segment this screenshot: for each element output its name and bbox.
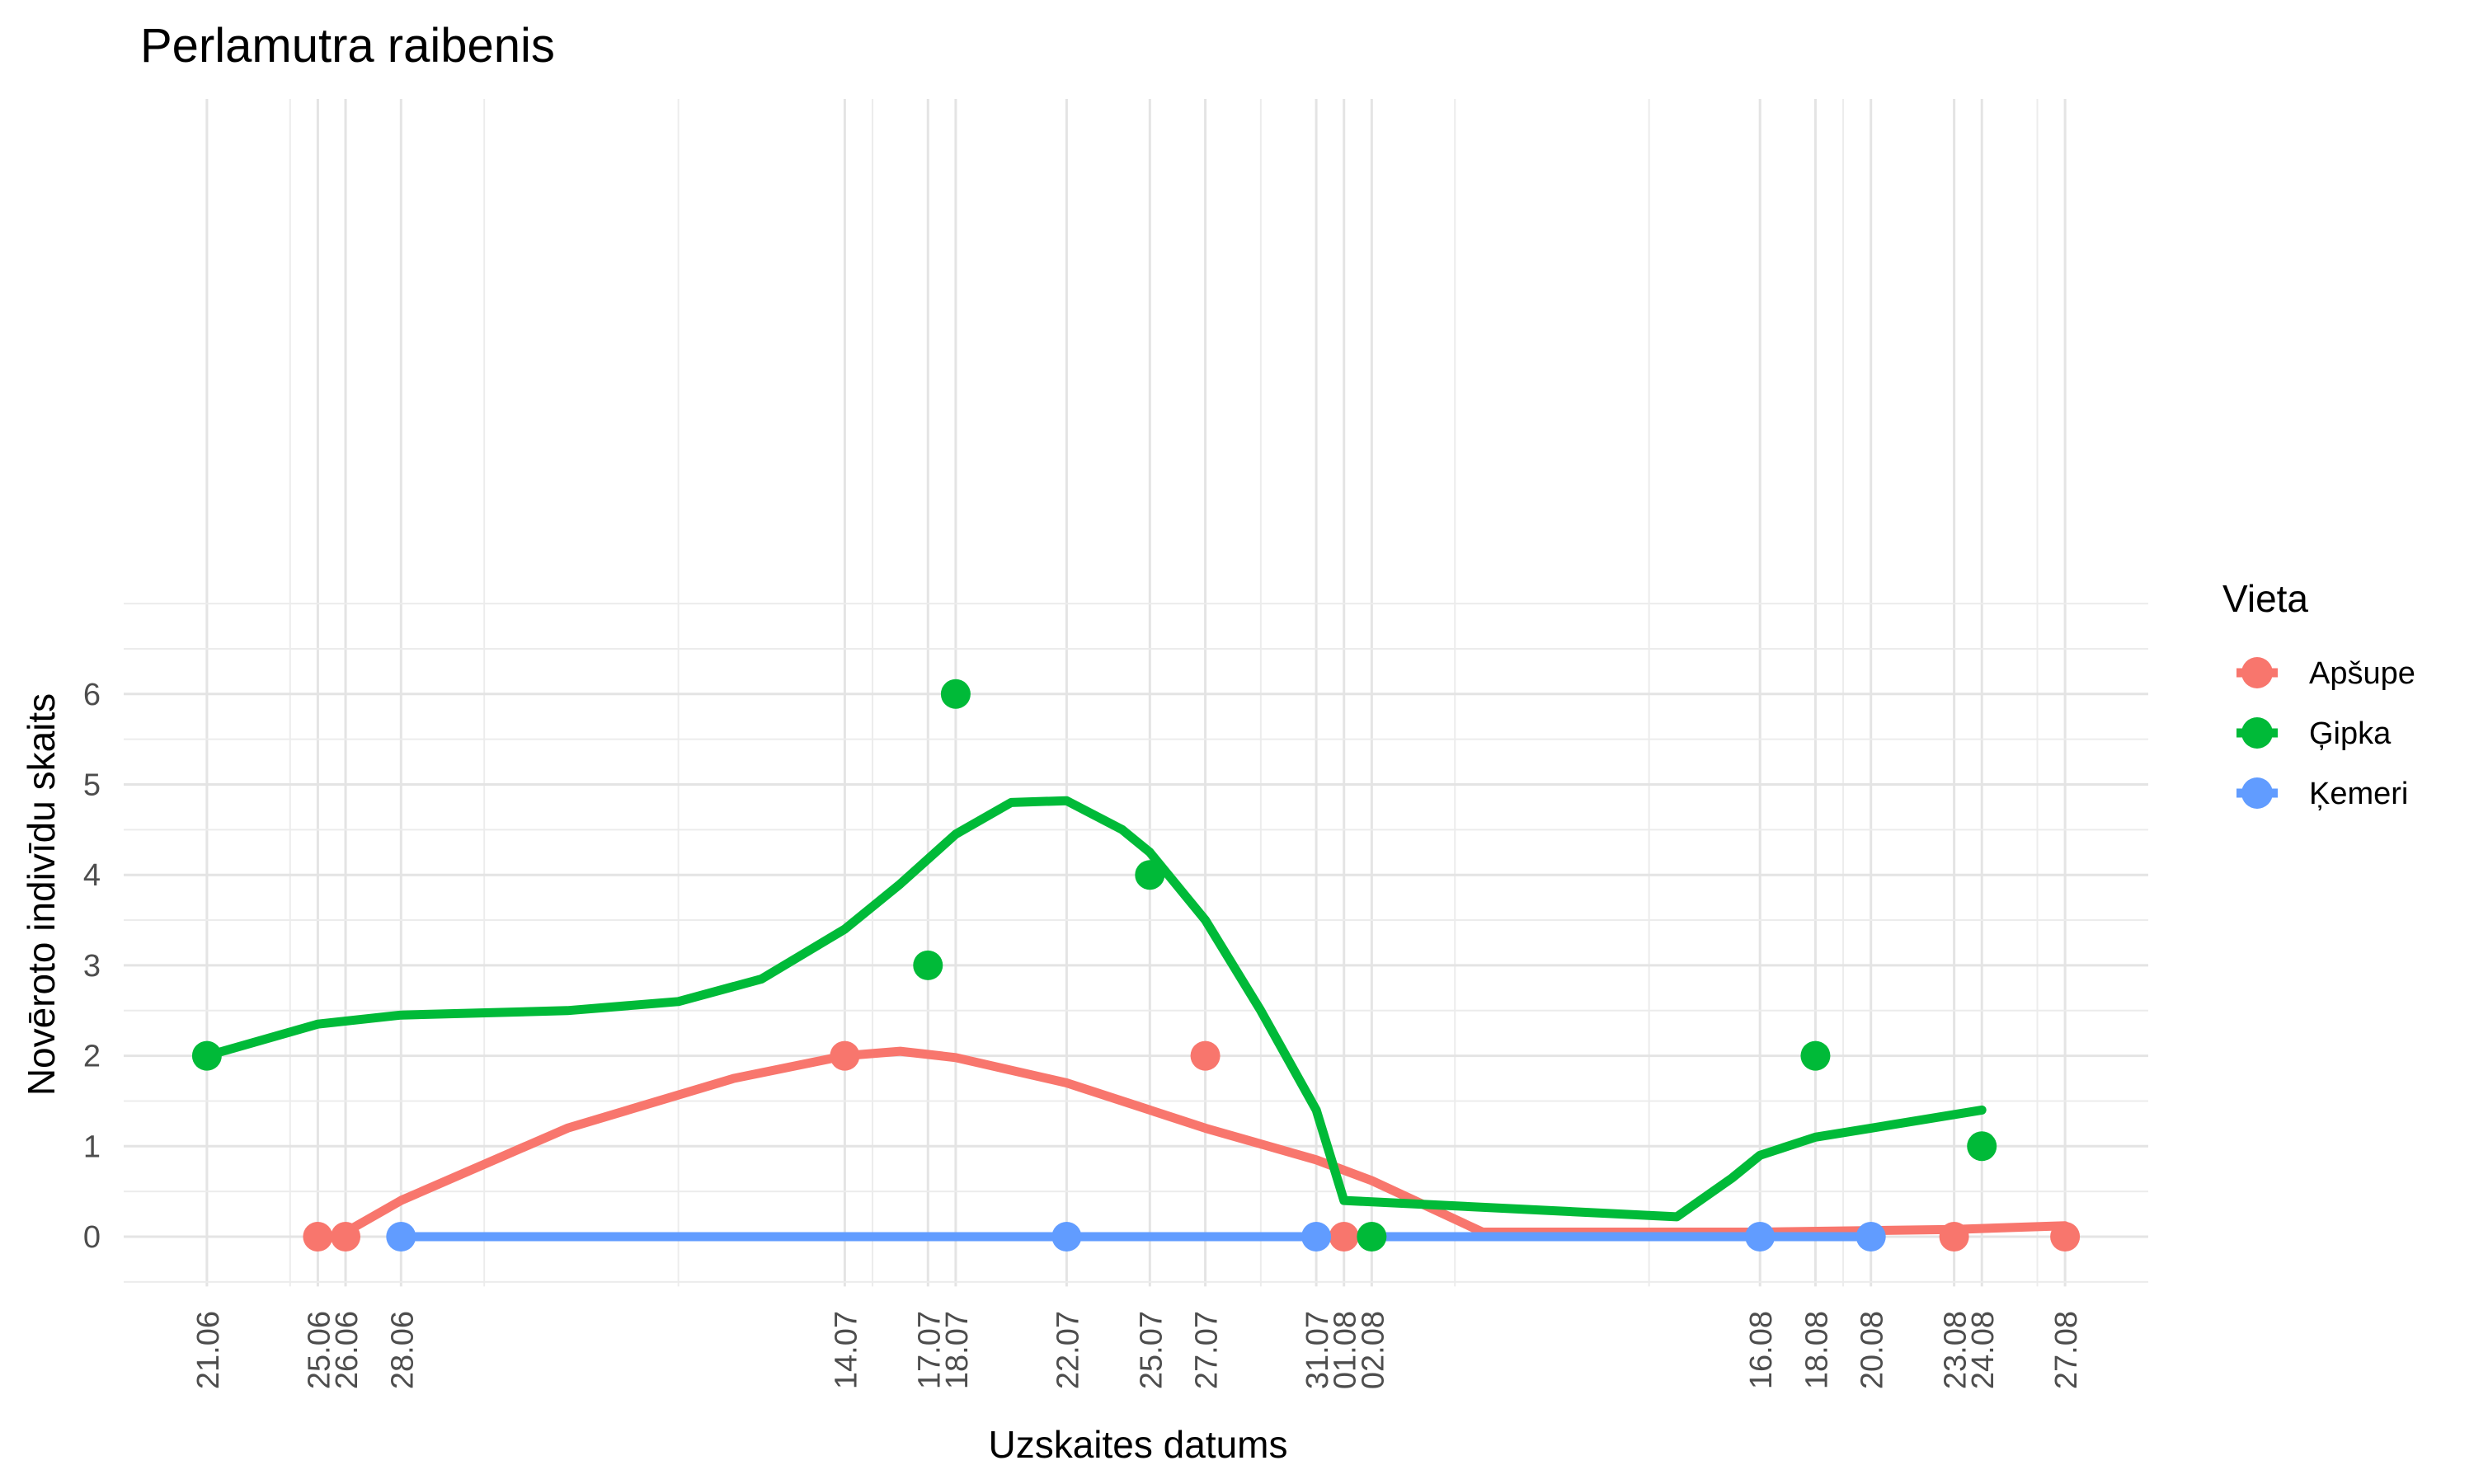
x-tick-label: 21.06 <box>191 1311 226 1389</box>
data-point <box>830 1040 860 1071</box>
data-point <box>1329 1222 1359 1252</box>
x-tick-label: 27.07 <box>1190 1311 1225 1389</box>
legend-key-point <box>2241 777 2273 809</box>
data-point <box>1800 1040 1831 1071</box>
legend-key-point <box>2241 657 2273 688</box>
legend-label: Ķemeri <box>2309 777 2408 811</box>
y-axis-title: Novēroto indivīdu skaits <box>20 693 63 1096</box>
data-point <box>1135 860 1165 890</box>
x-tick-label: 18.08 <box>1799 1311 1834 1389</box>
x-tick-label: 14.07 <box>829 1311 863 1389</box>
legend-label: Ģipka <box>2309 716 2392 751</box>
data-point <box>1939 1222 1969 1252</box>
legend-label: Apšupe <box>2309 656 2415 691</box>
data-point <box>1745 1222 1776 1252</box>
data-point <box>1301 1222 1332 1252</box>
legend: Vieta Apšupe Ģipka Ķemeri <box>2222 577 2415 811</box>
data-point <box>2050 1222 2081 1252</box>
x-tick-label: 22.07 <box>1051 1311 1085 1389</box>
data-point <box>1051 1222 1082 1252</box>
x-tick-label: 25.07 <box>1134 1311 1169 1389</box>
x-axis-title: Uzskaites datums <box>988 1423 1287 1466</box>
x-tick-label: 31.07 <box>1300 1311 1335 1389</box>
x-tick-label: 26.06 <box>330 1311 365 1389</box>
data-point <box>331 1222 361 1252</box>
x-tick-label: 24.08 <box>1966 1311 2001 1389</box>
x-tick-label: 23.08 <box>1939 1311 1973 1389</box>
x-tick-label: 28.06 <box>385 1311 420 1389</box>
data-point <box>191 1040 222 1071</box>
x-tick-label: 17.07 <box>912 1311 947 1389</box>
chart-title: Perlamutra raibenis <box>140 19 555 73</box>
data-point <box>1856 1222 1886 1252</box>
data-point <box>940 679 971 709</box>
x-tick-label: 25.06 <box>302 1311 336 1389</box>
y-tick-label: 0 <box>83 1220 101 1255</box>
data-point <box>913 950 943 980</box>
x-tick-label: 18.07 <box>940 1311 975 1389</box>
y-tick-labels: 0 1 2 3 4 5 6 <box>83 678 101 1255</box>
x-tick-label: 27.08 <box>2049 1311 2084 1389</box>
data-point <box>303 1222 333 1252</box>
y-tick-label: 6 <box>83 678 101 712</box>
x-tick-label: 01.08 <box>1329 1311 1363 1389</box>
y-tick-label: 1 <box>83 1129 101 1164</box>
legend-key-point <box>2241 717 2273 749</box>
x-tick-label: 20.08 <box>1856 1311 1890 1389</box>
data-point <box>1967 1131 1997 1162</box>
y-tick-label: 4 <box>83 858 101 893</box>
y-tick-label: 5 <box>83 768 101 803</box>
legend-title: Vieta <box>2222 577 2308 620</box>
data-point <box>1190 1040 1221 1071</box>
y-tick-label: 2 <box>83 1040 101 1074</box>
trend-line <box>202 796 1987 1222</box>
x-tick-label: 02.08 <box>1356 1311 1390 1389</box>
series-layer <box>191 679 2081 1252</box>
y-tick-label: 3 <box>83 949 101 984</box>
data-point <box>386 1222 416 1252</box>
data-point <box>1357 1222 1387 1252</box>
x-tick-label: 16.08 <box>1744 1311 1779 1389</box>
